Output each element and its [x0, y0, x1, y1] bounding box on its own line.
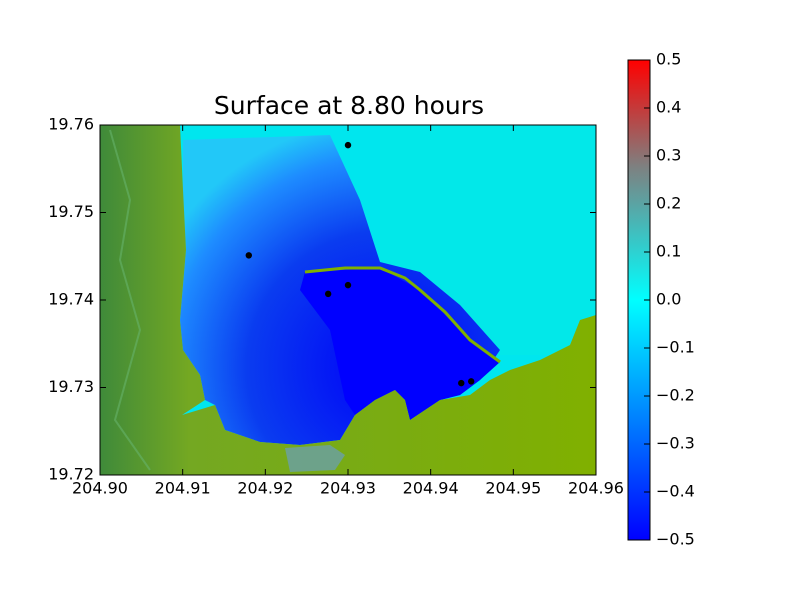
gauge-point: [458, 379, 465, 387]
gauge-point: [324, 290, 332, 298]
x-tick-label: 204.93: [320, 479, 376, 498]
gauge-point: [344, 141, 352, 149]
colorbar-tick-label: −0.3: [656, 434, 695, 453]
chart-title: Surface at 8.80 hours: [214, 91, 484, 120]
x-tick-label: 204.92: [237, 479, 293, 498]
x-tick-label: 204.96: [568, 479, 624, 498]
colorbar-tick-label: 0.5: [656, 50, 681, 69]
x-tick-label: 204.90: [72, 479, 128, 498]
y-tick-label: 19.75: [48, 202, 94, 221]
y-tick-label: 19.76: [48, 115, 94, 134]
colorbar-tick-label: 0.2: [656, 194, 681, 213]
x-tick-label: 204.94: [403, 479, 459, 498]
colorbar-tick-label: −0.2: [656, 386, 695, 405]
colorbar-tick-label: −0.5: [656, 530, 695, 549]
x-tick-label: 204.91: [155, 479, 211, 498]
surface-map: [100, 125, 596, 475]
y-tick-label: 19.72: [48, 465, 94, 484]
gauge-point: [245, 252, 252, 259]
colorbar-tick-label: 0.0: [656, 290, 681, 309]
colorbar-tick-label: 0.4: [656, 98, 681, 117]
x-tick-label: 204.95: [485, 479, 541, 498]
colorbar-tick-label: −0.1: [656, 338, 695, 357]
colorbar-tick-label: 0.1: [656, 242, 681, 261]
colorbar-tick-label: −0.4: [656, 482, 695, 501]
y-tick-label: 19.73: [48, 377, 94, 396]
colorbar-tick-label: 0.3: [656, 146, 681, 165]
gauge-point: [467, 378, 475, 385]
y-tick-label: 19.74: [48, 290, 94, 309]
gauge-point: [344, 281, 352, 289]
